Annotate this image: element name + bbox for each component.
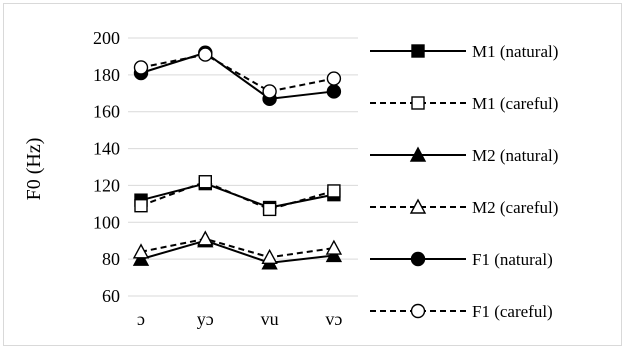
legend-entry: F1 (natural) xyxy=(370,250,553,269)
legend-label: M2 (natural) xyxy=(472,146,558,165)
data-point xyxy=(262,84,277,99)
x-tick-labels: ɔ yɔ vu vɔ xyxy=(137,309,342,329)
legend-entry: M2 (natural) xyxy=(370,146,558,165)
y-tick-label: 100 xyxy=(93,212,120,232)
series-line xyxy=(140,239,335,264)
data-point xyxy=(198,47,213,62)
data-point xyxy=(132,243,150,259)
y-axis-label: F0 (Hz) xyxy=(23,138,45,201)
legend-label: M1 (careful) xyxy=(472,94,558,113)
data-point xyxy=(198,175,213,189)
x-tick-label: yɔ xyxy=(197,309,214,329)
legend-entry: M1 (natural) xyxy=(370,42,558,61)
legend-entry: M2 (careful) xyxy=(370,198,558,217)
y-tick-label: 120 xyxy=(93,175,120,195)
data-point xyxy=(262,202,277,217)
y-tick-label: 60 xyxy=(102,286,120,306)
data-point xyxy=(261,248,278,264)
data-point xyxy=(197,230,214,246)
legend: M1 (natural) M1 (careful) M2 (natural) M2 (… xyxy=(370,42,558,321)
data-point xyxy=(132,250,150,266)
data-point xyxy=(134,198,148,213)
data-point xyxy=(325,246,343,263)
data-point xyxy=(326,71,342,86)
legend-entry: M1 (careful) xyxy=(370,94,558,113)
legend-marker xyxy=(410,303,426,319)
y-tick-label: 80 xyxy=(102,249,120,269)
data-point xyxy=(326,84,342,99)
series-m2-careful xyxy=(132,230,343,264)
grid xyxy=(128,37,358,297)
data-point xyxy=(133,60,149,75)
legend-label: M2 (careful) xyxy=(472,198,558,217)
legend-entry: F1 (careful) xyxy=(370,302,553,321)
y-tick-label: 180 xyxy=(93,65,120,85)
y-tick-label: 200 xyxy=(93,28,120,48)
y-tick-labels: 60 80 100 120 140 160 180 200 xyxy=(93,28,120,306)
legend-marker xyxy=(411,96,425,110)
x-tick-label: vu xyxy=(261,309,279,329)
x-tick-label: ɔ xyxy=(137,309,145,329)
series-m1-careful xyxy=(134,175,341,217)
y-tick-label: 160 xyxy=(93,102,120,122)
data-point xyxy=(325,239,343,255)
legend-label: F1 (careful) xyxy=(472,302,553,321)
legend-label: M1 (natural) xyxy=(472,42,558,61)
data-point xyxy=(327,184,341,198)
legend-label: F1 (natural) xyxy=(472,250,553,269)
series-group xyxy=(132,45,343,270)
legend-marker xyxy=(411,44,425,58)
series-line xyxy=(140,180,335,211)
series-f1-careful xyxy=(133,47,342,99)
series-line xyxy=(140,237,335,259)
y-tick-label: 140 xyxy=(93,139,120,159)
legend-marker xyxy=(409,198,427,214)
series-line xyxy=(140,53,335,93)
series-line xyxy=(140,51,335,100)
legend-marker xyxy=(410,251,426,267)
chart-border xyxy=(3,3,622,346)
x-tick-label: vɔ xyxy=(325,309,342,329)
legend-marker xyxy=(409,146,427,162)
